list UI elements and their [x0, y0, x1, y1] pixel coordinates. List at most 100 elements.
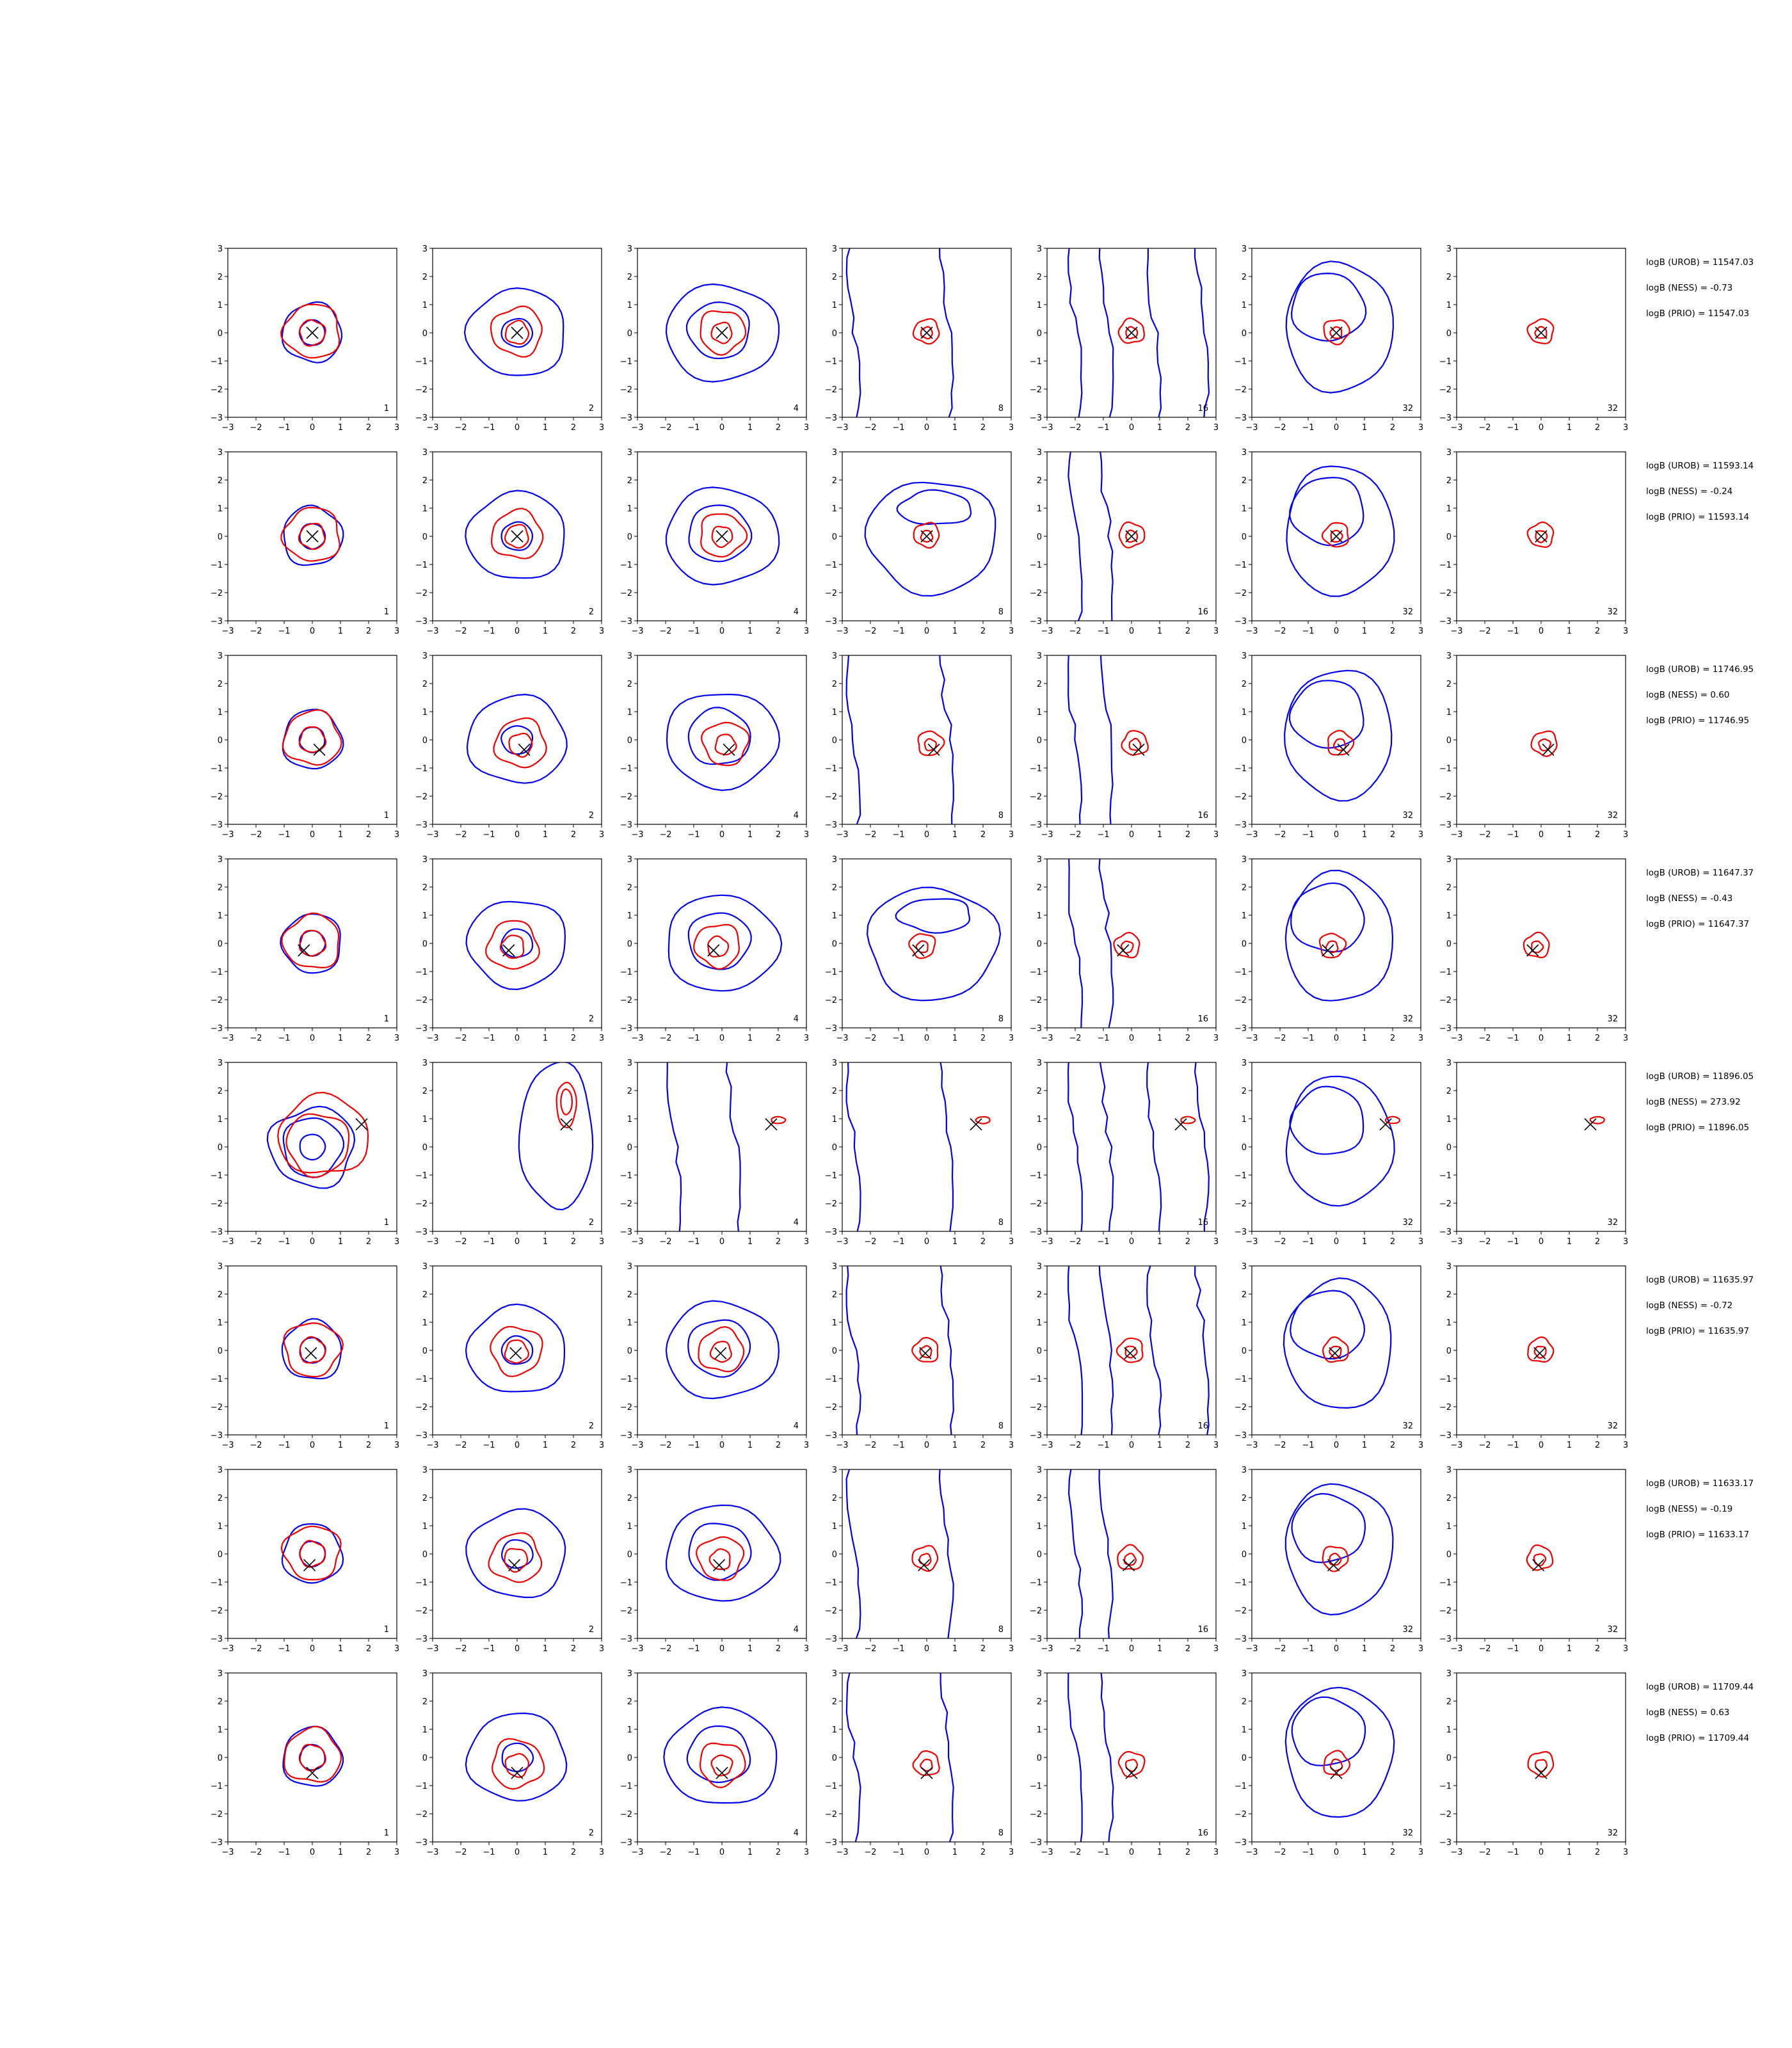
x-tick-label: 2: [571, 1034, 576, 1043]
y-tick-label: −2: [415, 1199, 428, 1209]
subplot-r2-c3: −3−3 −2 −2 −1 −1 0 0 1 1 2 2 3 3 4: [620, 448, 809, 636]
blue-contour: [1286, 465, 1395, 597]
x-tick-label: −1: [1097, 830, 1109, 840]
true-value-marker: [560, 1118, 573, 1131]
x-tick-label: −1: [278, 1848, 290, 1857]
x-tick-label: −2: [1478, 1237, 1491, 1247]
y-tick-label: −3: [211, 820, 223, 830]
x-tick-label: 3: [1418, 423, 1423, 433]
x-tick-label: 0: [1129, 1848, 1134, 1857]
y-tick-label: 0: [1242, 1754, 1247, 1763]
x-tick-label: 2: [1390, 830, 1395, 840]
x-tick-label: 2: [571, 1644, 576, 1654]
y-tick-label: 0: [627, 1347, 632, 1356]
x-tick-label: 3: [599, 627, 604, 636]
subplot-r2-c6: −3−3 −2 −2 −1 −1 0 0 1 1 2 2 3 3 32: [1235, 448, 1423, 636]
blue-contour: [282, 708, 344, 770]
x-tick-label: −1: [687, 1034, 700, 1043]
x-tick-label: −3: [836, 1644, 848, 1654]
subplot-r3-c1: −3−3 −2 −2 −1 −1 0 0 1 1 2 2 3 3 1: [211, 652, 399, 840]
true-value-marker: [920, 530, 933, 543]
y-tick-label: −2: [1235, 1810, 1247, 1820]
y-tick-label: 1: [1446, 911, 1452, 921]
x-tick-label: 2: [1185, 1034, 1190, 1043]
red-contour: [1329, 1553, 1342, 1566]
y-tick-label: 3: [1446, 1059, 1452, 1068]
red-contour: [1589, 1116, 1606, 1124]
red-contour: [280, 303, 340, 359]
y-tick-label: −1: [1030, 764, 1042, 774]
red-contour: [714, 733, 737, 756]
x-tick-label: −3: [221, 1237, 234, 1247]
y-tick-label: 1: [627, 504, 632, 514]
red-contour: [1322, 1336, 1349, 1363]
logb-annotation: logB (UROB) = 11709.44: [1646, 1682, 1754, 1692]
blue-contour: [1290, 1290, 1366, 1360]
x-tick-label: 0: [924, 1034, 929, 1043]
y-tick-label: 3: [1037, 652, 1042, 661]
x-tick-label: −2: [1069, 830, 1081, 840]
x-tick-label: −1: [278, 1644, 290, 1654]
panel-label: 4: [794, 1218, 799, 1228]
x-tick-label: 1: [338, 1237, 343, 1247]
x-tick-label: −3: [836, 830, 848, 840]
red-contour: [1321, 522, 1349, 548]
true-value-marker: [1584, 1118, 1597, 1131]
y-tick-label: −1: [1030, 1782, 1042, 1791]
subplot-r2-c7: −3−3 −2 −2 −1 −1 0 0 1 1 2 2 3 3 32: [1439, 448, 1628, 636]
logb-annotation: logB (PRIO) = 11746.95: [1646, 716, 1749, 726]
y-tick-label: −1: [620, 1578, 632, 1588]
y-tick-label: 1: [422, 708, 428, 717]
x-tick-label: 2: [776, 830, 781, 840]
x-tick-label: 1: [1362, 1237, 1367, 1247]
panel-label: 2: [589, 404, 594, 413]
red-contour: [919, 1345, 932, 1359]
x-tick-label: −3: [1245, 627, 1258, 636]
y-tick-label: 1: [1446, 1522, 1452, 1532]
logb-annotation: logB (UROB) = 11635.97: [1646, 1275, 1754, 1285]
x-tick-label: 0: [924, 1441, 929, 1450]
x-tick-label: −1: [278, 830, 290, 840]
y-tick-label: −1: [825, 1375, 837, 1384]
y-tick-label: 1: [1037, 1522, 1042, 1532]
y-tick-label: 3: [1242, 244, 1247, 254]
blue-contour: [1068, 452, 1114, 621]
x-tick-label: −2: [250, 1237, 262, 1247]
y-tick-label: 2: [422, 1087, 428, 1096]
y-tick-label: 0: [1446, 1347, 1452, 1356]
x-tick-label: 2: [776, 1034, 781, 1043]
true-value-marker: [1330, 530, 1343, 543]
y-tick-label: −1: [825, 1578, 837, 1588]
x-tick-label: 1: [1157, 1237, 1162, 1247]
y-tick-label: −1: [211, 1578, 223, 1588]
y-tick-label: 2: [627, 680, 632, 689]
x-tick-label: −3: [1245, 423, 1258, 433]
y-tick-label: −1: [825, 561, 837, 570]
red-contour: [490, 1325, 543, 1377]
x-tick-label: −1: [1097, 1441, 1109, 1450]
x-tick-label: −1: [1097, 423, 1109, 433]
blue-contour: [280, 913, 341, 974]
x-tick-label: 0: [924, 423, 929, 433]
x-tick-label: 0: [719, 1441, 724, 1450]
x-tick-label: 1: [1567, 627, 1572, 636]
panel-label: 2: [589, 607, 594, 617]
y-tick-label: −1: [620, 1171, 632, 1181]
blue-contour: [663, 1706, 778, 1804]
x-tick-label: 3: [1418, 1848, 1423, 1857]
panel-label: 16: [1197, 1828, 1208, 1838]
logb-annotation: logB (UROB) = 11647.37: [1646, 868, 1754, 878]
x-tick-label: −1: [892, 423, 904, 433]
subplot-r8-c2: −3−3 −2 −2 −1 −1 0 0 1 1 2 2 3 3 2: [415, 1669, 604, 1857]
blue-contour: [1289, 477, 1364, 547]
x-tick-label: −3: [221, 1644, 234, 1654]
x-tick-label: −3: [1041, 1848, 1053, 1857]
panel-label: 16: [1197, 1014, 1208, 1024]
x-tick-label: −2: [250, 1441, 262, 1450]
y-tick-label: −1: [415, 1578, 428, 1588]
y-tick-label: 0: [1242, 1143, 1247, 1153]
x-tick-label: 0: [1334, 830, 1339, 840]
x-tick-label: 2: [980, 1441, 986, 1450]
y-tick-label: −1: [825, 764, 837, 774]
panel-label: 4: [794, 1625, 799, 1635]
